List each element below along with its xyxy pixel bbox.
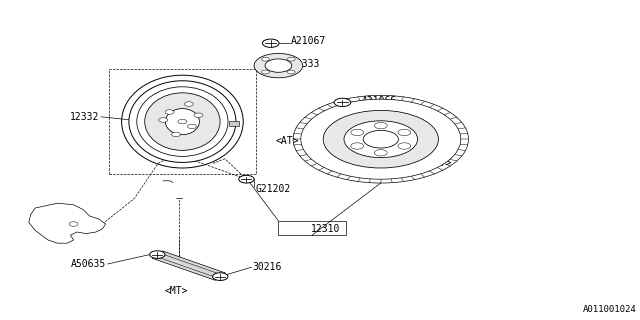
Circle shape	[239, 175, 254, 183]
Ellipse shape	[159, 118, 168, 122]
Text: G21202: G21202	[256, 184, 291, 194]
Bar	[278, 221, 346, 235]
Circle shape	[398, 143, 411, 149]
Text: 12333: 12333	[291, 59, 321, 69]
Ellipse shape	[184, 102, 193, 106]
Bar	[229, 121, 239, 126]
Circle shape	[374, 123, 387, 129]
Circle shape	[150, 251, 165, 259]
Ellipse shape	[172, 132, 180, 137]
Circle shape	[344, 121, 417, 158]
Ellipse shape	[178, 119, 187, 124]
Text: 30216: 30216	[253, 262, 282, 272]
Circle shape	[262, 70, 269, 74]
Circle shape	[351, 129, 364, 136]
Ellipse shape	[145, 93, 220, 150]
Text: A011001024: A011001024	[583, 305, 637, 314]
Circle shape	[398, 129, 411, 136]
Circle shape	[363, 131, 398, 148]
Circle shape	[301, 99, 461, 179]
Ellipse shape	[194, 113, 203, 117]
Text: A50635: A50635	[70, 259, 106, 269]
Polygon shape	[152, 251, 225, 280]
Text: A21066: A21066	[362, 96, 397, 106]
Circle shape	[262, 39, 279, 47]
Ellipse shape	[188, 124, 196, 129]
Ellipse shape	[165, 110, 174, 114]
Circle shape	[287, 57, 295, 61]
Circle shape	[265, 59, 292, 72]
Text: 12332: 12332	[70, 112, 99, 122]
Polygon shape	[29, 203, 106, 243]
Text: <AT>: <AT>	[275, 136, 299, 146]
Text: 12310: 12310	[310, 224, 340, 234]
Text: <MT>: <MT>	[164, 286, 188, 296]
Bar	[109, 69, 256, 174]
Circle shape	[351, 143, 364, 149]
Circle shape	[262, 57, 269, 61]
Circle shape	[212, 273, 228, 280]
Text: A21067: A21067	[291, 36, 326, 46]
Ellipse shape	[129, 81, 236, 163]
Circle shape	[323, 110, 438, 168]
Circle shape	[254, 53, 303, 78]
Ellipse shape	[165, 108, 200, 135]
Text: <MT>: <MT>	[429, 158, 452, 168]
Circle shape	[374, 150, 387, 156]
Circle shape	[287, 70, 295, 74]
Circle shape	[334, 98, 351, 107]
